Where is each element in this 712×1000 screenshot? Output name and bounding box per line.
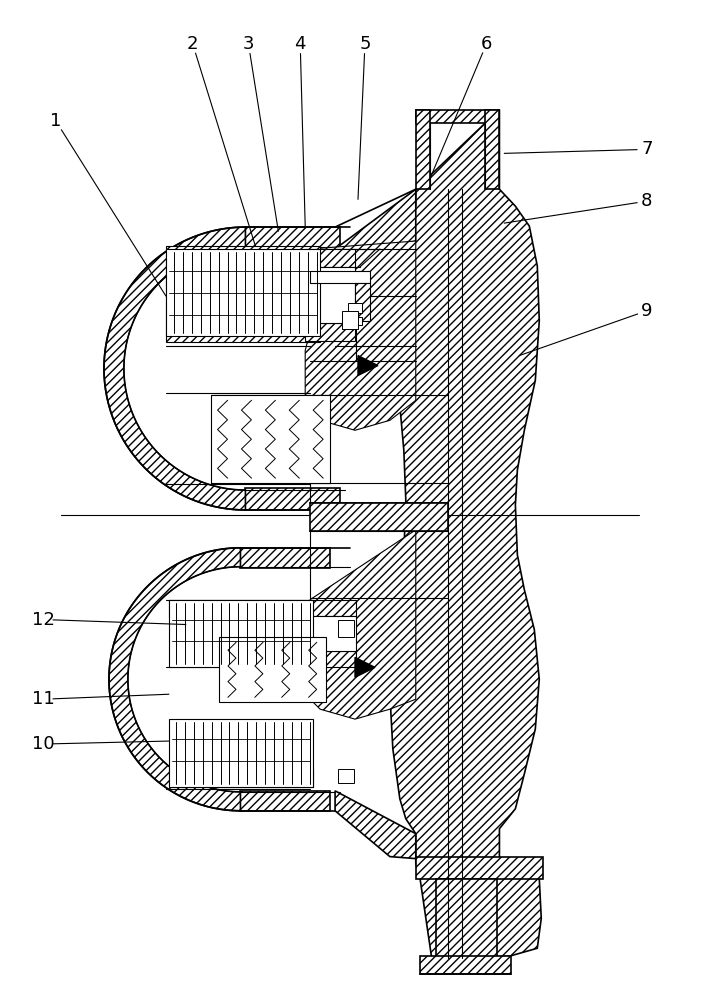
Polygon shape — [305, 241, 416, 430]
Bar — [169, 600, 313, 667]
Bar — [338, 620, 354, 637]
Bar — [241, 791, 330, 811]
Text: 7: 7 — [641, 140, 653, 158]
Bar — [169, 769, 313, 787]
Bar — [416, 857, 543, 879]
Polygon shape — [390, 110, 541, 958]
Bar — [338, 769, 354, 783]
Bar — [486, 110, 499, 189]
Text: 6: 6 — [481, 35, 492, 53]
Bar — [308, 600, 356, 616]
Text: 9: 9 — [641, 302, 653, 320]
Polygon shape — [355, 657, 375, 677]
Bar — [166, 246, 320, 266]
Text: 5: 5 — [360, 35, 371, 53]
Polygon shape — [310, 530, 416, 719]
Text: 4: 4 — [295, 35, 306, 53]
Bar — [305, 249, 355, 267]
Text: 8: 8 — [642, 192, 653, 210]
Bar — [246, 488, 340, 510]
Polygon shape — [358, 356, 378, 375]
Bar — [310, 271, 370, 283]
Bar — [416, 110, 430, 189]
Bar — [166, 249, 320, 336]
Bar — [310, 503, 448, 531]
Bar — [348, 303, 362, 313]
Bar — [416, 110, 499, 123]
Bar — [348, 317, 362, 325]
Bar — [436, 879, 498, 958]
Bar — [246, 227, 340, 249]
Text: 1: 1 — [51, 112, 62, 130]
Bar — [355, 283, 370, 321]
Text: 10: 10 — [32, 735, 55, 753]
Text: 3: 3 — [243, 35, 254, 53]
Text: 2: 2 — [187, 35, 199, 53]
Text: 12: 12 — [32, 611, 55, 629]
Bar — [169, 719, 313, 787]
Bar — [342, 311, 358, 329]
Bar — [305, 267, 355, 323]
Bar — [305, 323, 355, 341]
Bar — [211, 395, 330, 483]
Bar — [420, 956, 511, 974]
Bar — [169, 600, 313, 618]
Bar — [308, 616, 356, 651]
Bar — [308, 651, 356, 667]
Bar — [219, 637, 326, 702]
Polygon shape — [104, 227, 246, 510]
Polygon shape — [335, 791, 416, 859]
Text: 11: 11 — [32, 690, 55, 708]
Polygon shape — [109, 548, 241, 811]
Bar — [241, 548, 330, 568]
Polygon shape — [335, 189, 416, 249]
Bar — [166, 266, 320, 342]
